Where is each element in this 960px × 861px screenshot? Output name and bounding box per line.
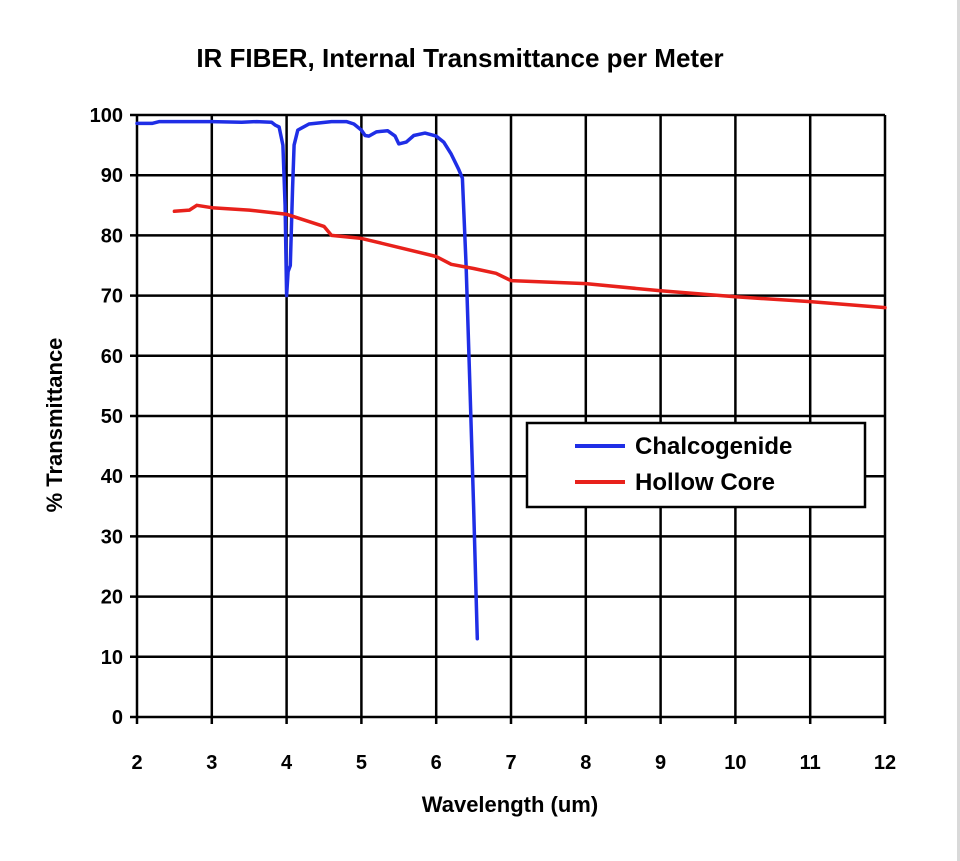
x-tick-label-5: 7 — [505, 752, 516, 774]
x-axis-label: Wavelength (um) — [422, 792, 598, 817]
y-axis-label: % Transmittance — [42, 338, 67, 513]
series-layer — [135, 119, 887, 641]
chart-title: IR FIBER, Internal Transmittance per Met… — [196, 43, 723, 73]
y-tick-label-0: 0 — [112, 707, 123, 729]
y-tick-label-10: 100 — [90, 105, 123, 127]
y-tick-label-2: 20 — [101, 587, 123, 609]
legend-label-hollow-core: Hollow Core — [635, 469, 775, 496]
x-tick-label-3: 5 — [356, 752, 367, 774]
y-tick-label-5: 50 — [101, 406, 123, 428]
y-tick-label-4: 40 — [101, 466, 123, 488]
x-tick-label-6: 8 — [580, 752, 591, 774]
x-tick-label-7: 9 — [655, 752, 666, 774]
frame-edge — [957, 0, 960, 861]
grid-lines — [130, 113, 887, 724]
y-tick-labels: 0 10 20 30 40 50 60 70 80 90 100 — [90, 105, 123, 729]
legend: Chalcogenide Hollow Core — [525, 421, 867, 509]
legend-label-chalcogenide: Chalcogenide — [635, 433, 792, 460]
x-tick-label-8: 10 — [724, 752, 746, 774]
x-tick-label-1: 3 — [206, 752, 217, 774]
x-tick-label-2: 4 — [281, 752, 293, 774]
legend-box — [525, 421, 867, 509]
x-tick-labels: 2 3 4 5 6 7 8 9 10 11 12 — [131, 752, 896, 774]
y-tick-label-3: 30 — [101, 526, 123, 548]
y-tick-label-7: 70 — [101, 286, 123, 308]
y-tick-label-8: 80 — [101, 225, 123, 247]
y-tick-label-1: 10 — [101, 647, 123, 669]
x-tick-label-4: 6 — [431, 752, 442, 774]
series-line-chalcogenide — [135, 119, 480, 641]
x-tick-label-10: 12 — [874, 752, 896, 774]
x-tick-label-9: 11 — [800, 752, 821, 774]
x-tick-label-0: 2 — [131, 752, 142, 774]
y-tick-label-9: 90 — [101, 165, 123, 187]
series-line-hollow-core — [172, 203, 887, 310]
y-tick-label-6: 60 — [101, 346, 123, 368]
